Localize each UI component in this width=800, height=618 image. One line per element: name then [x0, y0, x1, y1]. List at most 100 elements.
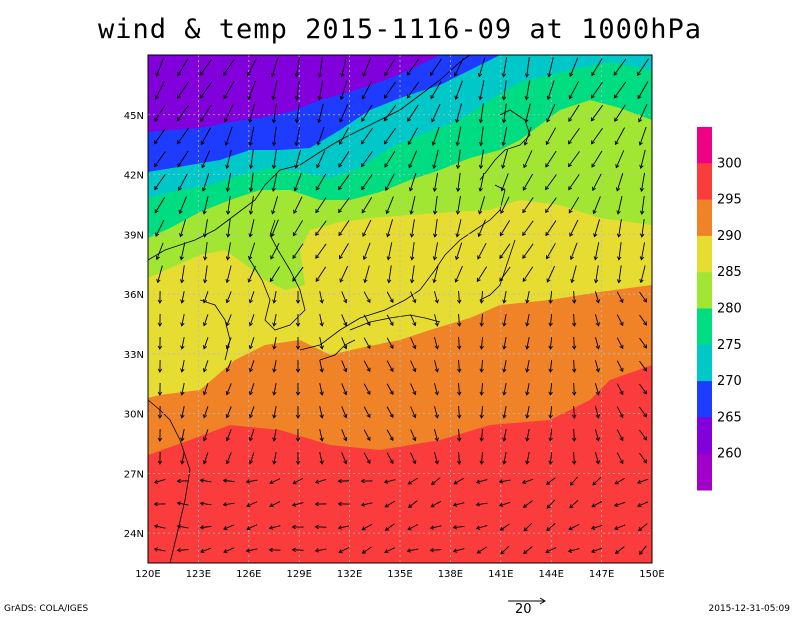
wind-arrow: [478, 219, 486, 237]
wind-arrow: [590, 104, 604, 122]
wind-arrow: [502, 149, 508, 169]
wind-arrow-head: [479, 368, 484, 373]
wind-arrow-head: [614, 140, 619, 146]
wind-arrow: [476, 266, 488, 282]
wind-arrow-head: [176, 501, 182, 506]
wind-arrow-head: [383, 117, 388, 122]
wind-arrow: [641, 219, 645, 237]
wind-arrow-head: [457, 414, 462, 419]
wind-arrow: [155, 81, 165, 99]
wind-arrow: [525, 103, 531, 123]
wind-arrow: [639, 452, 647, 464]
wind-arrow: [363, 383, 371, 395]
wind-arrow-head: [643, 390, 647, 395]
wind-arrow-head: [366, 321, 371, 327]
wind-arrow-head: [340, 73, 345, 78]
wind-arrow-head: [361, 140, 365, 145]
wind-arrow: [387, 219, 393, 237]
wind-arrow-head: [638, 527, 643, 531]
wind-arrow-head: [434, 345, 439, 350]
wind-arrow-head: [361, 526, 366, 531]
wind-arrow-head: [180, 437, 185, 442]
wind-arrow: [547, 80, 555, 100]
wind-arrow-head: [153, 501, 158, 507]
wind-arrow-head: [548, 414, 553, 419]
wind-arrow: [386, 291, 394, 303]
wind-arrow: [155, 57, 165, 77]
wind-arrow-head: [406, 94, 411, 99]
wind-arrow-head: [639, 278, 644, 284]
wind-arrow-head: [225, 322, 230, 327]
wind-arrow: [406, 58, 420, 76]
wind-arrow-head: [292, 480, 297, 485]
wind-arrow: [246, 479, 258, 483]
wind-arrow-head: [338, 208, 343, 214]
wind-arrow: [338, 150, 350, 168]
wind-arrow: [200, 104, 212, 122]
wind-arrow: [203, 406, 209, 418]
wind-arrow: [364, 265, 370, 283]
wind-arrow-head: [525, 299, 530, 304]
wind-arrow-head: [570, 278, 575, 284]
wind-arrow-head: [434, 299, 439, 304]
lon-tick-label: 123E: [186, 569, 211, 580]
wind-arrow-head: [157, 368, 163, 373]
wind-arrow: [408, 500, 418, 508]
wind-arrow-head: [268, 547, 273, 553]
wind-arrow: [639, 360, 647, 372]
wind-arrow: [614, 477, 626, 485]
wind-arrow-head: [338, 185, 343, 191]
wind-arrow: [499, 266, 511, 282]
wind-arrow-head: [572, 414, 577, 419]
wind-arrow: [361, 151, 373, 167]
wind-arrow-head: [385, 209, 390, 215]
wind-arrow: [341, 314, 347, 326]
wind-arrow: [503, 452, 507, 464]
wind-arrow-head: [545, 208, 550, 214]
wind-arrow: [319, 360, 323, 372]
wind-arrow: [433, 265, 439, 283]
wind-arrow: [458, 428, 460, 442]
wind-arrow-head: [389, 344, 394, 350]
wind-arrow: [639, 126, 647, 146]
wind-arrow-head: [643, 321, 647, 326]
wind-arrow: [315, 197, 327, 213]
wind-arrow: [616, 314, 624, 326]
wind-arrow-head: [479, 345, 484, 350]
wind-arrow-head: [366, 436, 371, 442]
wind-arrow: [249, 383, 255, 395]
lat-lon-grid: [148, 55, 652, 563]
wind-arrow: [386, 337, 394, 349]
wind-arrow-head: [452, 525, 457, 530]
wind-arrow-head: [180, 345, 185, 350]
wind-arrow: [203, 452, 209, 464]
wind-arrow: [545, 150, 557, 168]
wind-arrow-head: [200, 117, 205, 122]
wind-arrow: [549, 290, 553, 304]
wind-arrow-head: [176, 478, 181, 484]
colorbar-label: 270: [717, 374, 742, 389]
wind-arrow-head: [178, 209, 183, 215]
wind-arrow: [591, 127, 603, 145]
wind-arrow-head: [155, 232, 160, 237]
wind-arrow: [362, 81, 372, 99]
wind-arrow-head: [643, 344, 647, 349]
wind-arrow: [319, 452, 323, 464]
wind-arrow-head: [453, 72, 458, 77]
wind-arrow: [296, 103, 300, 123]
wind-arrow-head: [525, 391, 530, 396]
wind-arrow-head: [319, 368, 324, 373]
wind-arrow: [526, 314, 530, 326]
wind-arrow-head: [272, 345, 277, 350]
wind-arrow: [571, 265, 577, 283]
wind-arrow-head: [295, 414, 301, 419]
wind-arrow-head: [293, 209, 298, 214]
wind-arrow-head: [407, 140, 412, 146]
wind-arrow-head: [593, 279, 599, 284]
wind-arrow-head: [315, 254, 320, 259]
wind-arrow: [476, 502, 488, 506]
wind-arrow: [361, 196, 373, 214]
wind-arrow: [223, 524, 235, 530]
wind-arrow: [384, 81, 396, 99]
wind-arrow: [273, 337, 277, 349]
